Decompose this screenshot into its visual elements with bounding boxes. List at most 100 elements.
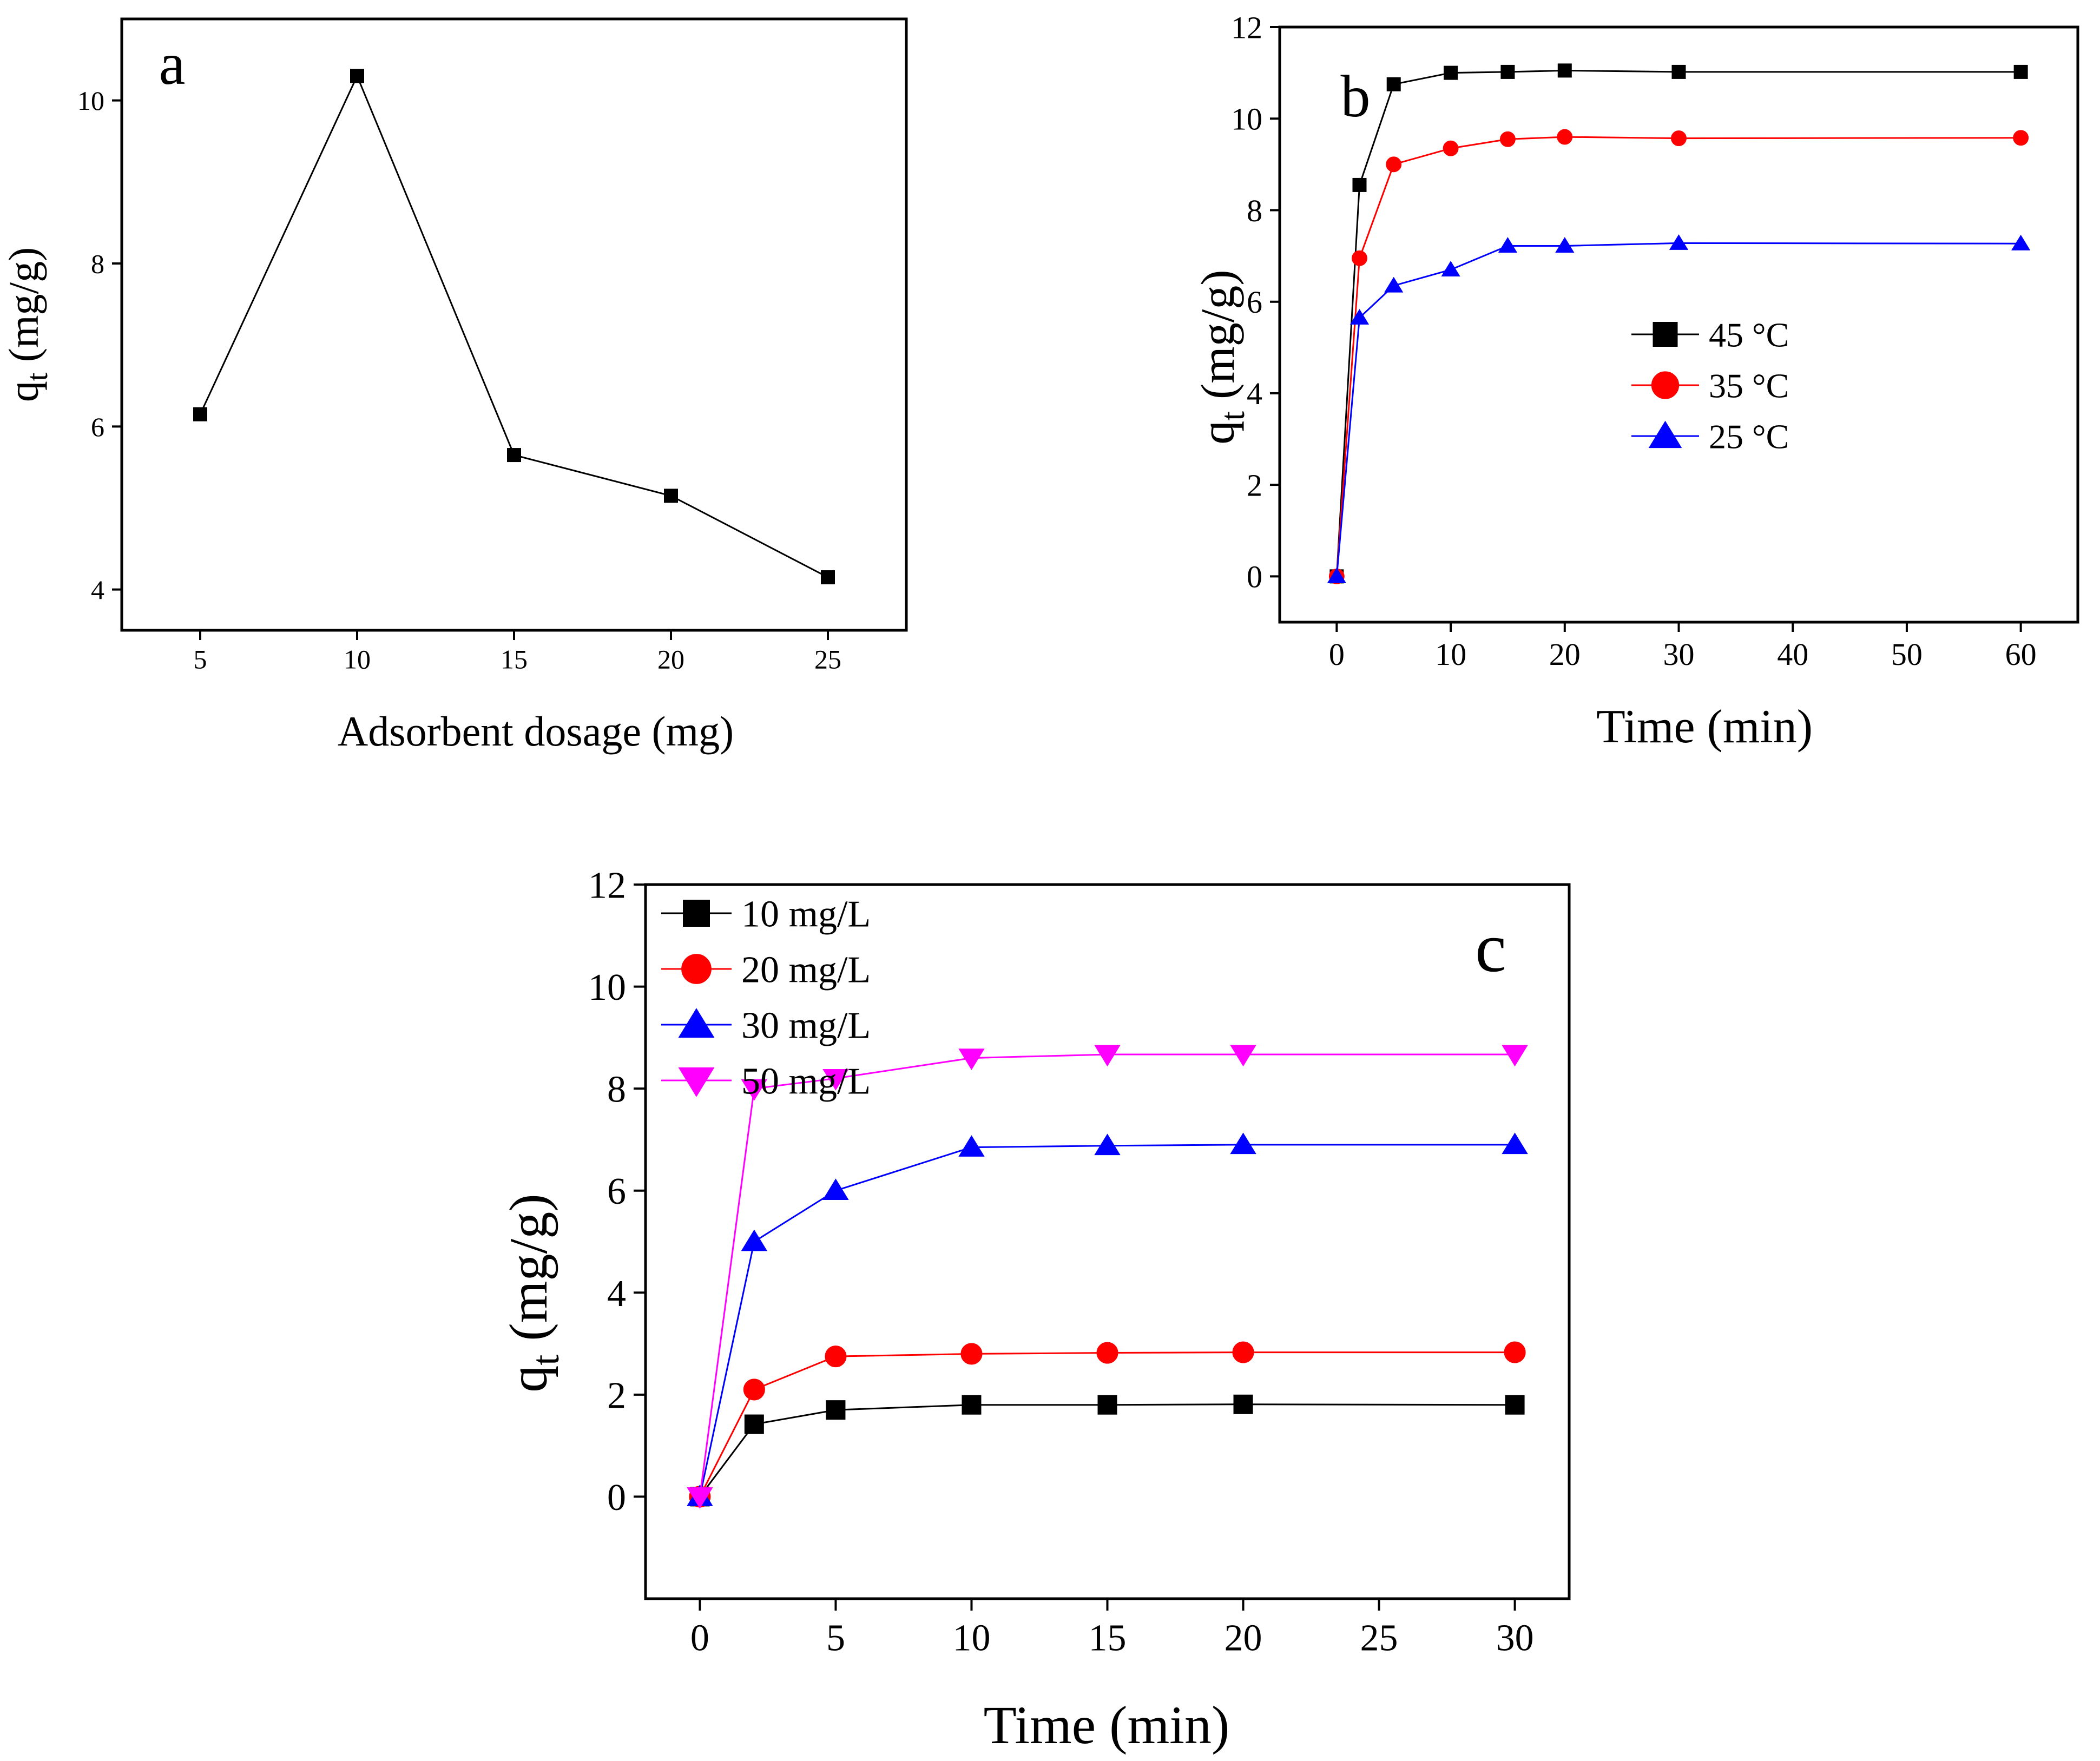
- x-axis-label: Adsorbent dosage (mg): [338, 708, 734, 755]
- data-point-marker: [821, 570, 835, 585]
- legend-marker: [1653, 322, 1678, 347]
- data-point-marker: [2013, 130, 2029, 146]
- y-tick-label: 6: [1247, 285, 1262, 320]
- panel-b: 0 10 20 30 40 50 60 0 2 4 6 8 10 12 Time (min) qt (mg/g…: [1192, 10, 2079, 753]
- y-axis-label: qt (mg/g): [0, 247, 54, 402]
- data-point-marker: [958, 1135, 985, 1157]
- legend-marker: [1648, 420, 1682, 449]
- x-tick-label: 60: [2005, 637, 2037, 672]
- y-axis-label-subscript: t: [21, 372, 54, 381]
- data-point-marker: [825, 1346, 847, 1368]
- legend-marker: [678, 1008, 715, 1038]
- data-point-marker: [1094, 1133, 1121, 1156]
- legend: 10 mg/L 20 mg/L 30 mg/L 50 mg/L: [661, 894, 871, 1103]
- data-point-marker: [1555, 237, 1575, 253]
- series-2: [1328, 129, 2029, 584]
- legend-label: 30 mg/L: [741, 1005, 871, 1047]
- y-tick-label: 4: [1247, 376, 1262, 411]
- data-point-marker: [1384, 276, 1404, 293]
- series-line: [1335, 69, 2021, 577]
- y-tick-label: 0: [1247, 559, 1262, 595]
- x-tick-label: 15: [1089, 1618, 1127, 1659]
- data-point-marker: [687, 1487, 713, 1509]
- data-point-marker: [1097, 1395, 1117, 1415]
- data-point-marker: [1233, 1394, 1253, 1414]
- data-point-marker: [1327, 568, 1346, 583]
- y-tick-label: 10: [1231, 102, 1262, 137]
- data-point-marker: [2013, 64, 2028, 79]
- legend-label: 25 °C: [1709, 417, 1789, 456]
- legend-label: 10 mg/L: [741, 894, 871, 935]
- x-tick-label: 10: [344, 644, 371, 675]
- panel-c: 0 5 10 15 20 25 30 0 2 4 6 8 10 12 Time (min) qt (mg/g)…: [498, 865, 1571, 1755]
- series-1: [193, 69, 835, 585]
- data-point-marker: [1671, 130, 1687, 147]
- x-tick-label: 15: [501, 644, 528, 675]
- data-point-marker: [1671, 64, 1686, 79]
- data-point-marker: [1505, 1395, 1525, 1415]
- y-tick-label: 4: [91, 575, 104, 605]
- data-point-marker: [743, 1379, 765, 1401]
- data-point-marker: [1502, 1132, 1528, 1155]
- data-point-marker: [1230, 1045, 1256, 1067]
- data-point-marker: [1441, 261, 1460, 276]
- legend-marker: [678, 1067, 715, 1097]
- data-point-marker: [1230, 1132, 1256, 1155]
- data-point-marker: [741, 1229, 768, 1251]
- y-axis-label: qt (mg/g): [1192, 269, 1252, 444]
- legend-marker: [681, 954, 712, 984]
- legend-label: 50 mg/L: [741, 1061, 871, 1103]
- y-axis-label-main: q: [0, 381, 47, 402]
- data-point-marker: [1352, 250, 1367, 266]
- legend-label: 20 mg/L: [741, 949, 871, 991]
- x-tick-label: 0: [1329, 637, 1345, 672]
- x-tick-label: 25: [1360, 1618, 1398, 1659]
- x-tick-label: 40: [1777, 637, 1808, 672]
- data-point-marker: [2011, 234, 2031, 250]
- y-axis-label-main: q: [498, 1366, 558, 1393]
- y-tick-label: 8: [1247, 193, 1262, 228]
- data-point-marker: [1232, 1341, 1254, 1363]
- x-tick-label: 10: [1435, 637, 1466, 672]
- y-tick-label: 12: [1231, 10, 1262, 45]
- y-tick-label: 12: [588, 865, 626, 907]
- data-point-marker: [1557, 129, 1573, 145]
- y-axis-label-subscript: t: [524, 1355, 567, 1366]
- y-axis-label-main: q: [1192, 421, 1245, 445]
- data-point-marker: [1444, 65, 1458, 80]
- x-tick-label: 5: [194, 644, 207, 675]
- x-tick-label: 30: [1663, 637, 1695, 672]
- series-2: [689, 1341, 1526, 1508]
- x-tick-label: 10: [952, 1618, 990, 1659]
- data-point-marker: [1669, 234, 1689, 250]
- legend-label: 35 °C: [1709, 366, 1789, 405]
- data-point-marker: [1096, 1342, 1118, 1364]
- data-point-marker: [822, 1069, 849, 1091]
- x-tick-label: 50: [1891, 637, 1923, 672]
- panel-label: a: [159, 31, 186, 97]
- data-point-marker: [744, 1414, 764, 1434]
- data-point-marker: [826, 1400, 846, 1420]
- data-point-marker: [664, 489, 678, 503]
- data-point-marker: [1352, 177, 1367, 192]
- data-point-marker: [1557, 63, 1572, 78]
- x-axis-label: Time (min): [984, 1695, 1230, 1755]
- data-point-marker: [1499, 131, 1516, 147]
- x-axis-label: Time (min): [1596, 701, 1813, 753]
- y-tick-label: 4: [607, 1273, 626, 1315]
- y-tick-label: 0: [607, 1477, 626, 1519]
- data-point-marker: [1349, 308, 1370, 325]
- series-line: [1335, 242, 2021, 577]
- y-tick-label: 8: [91, 249, 104, 279]
- legend-marker: [683, 900, 710, 927]
- x-tick-label: 25: [814, 644, 841, 675]
- series-3: [687, 1132, 1528, 1506]
- y-axis-label: qt (mg/g): [498, 1193, 567, 1392]
- y-axis-label-subscript: t: [1214, 411, 1252, 421]
- series-3: [1327, 234, 2031, 583]
- data-point-marker: [1443, 140, 1459, 156]
- x-tick-label: 20: [657, 644, 684, 675]
- y-axis-label-unit: (mg/g): [0, 247, 47, 373]
